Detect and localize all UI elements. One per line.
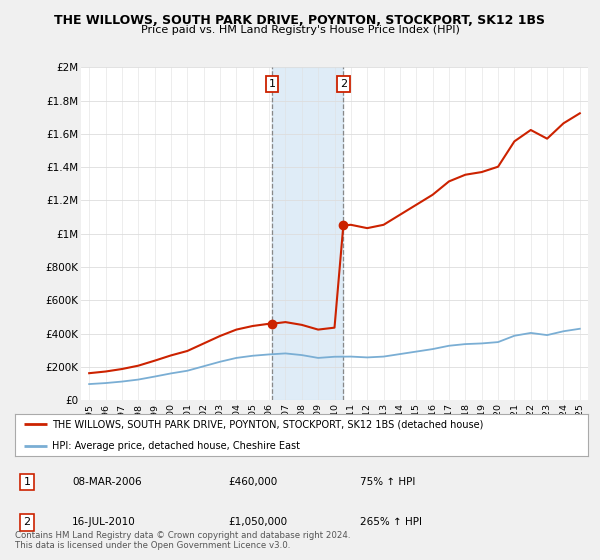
Text: Price paid vs. HM Land Registry's House Price Index (HPI): Price paid vs. HM Land Registry's House … xyxy=(140,25,460,35)
Bar xyxy=(272,67,343,400)
Text: 16-JUL-2010: 16-JUL-2010 xyxy=(72,517,136,528)
Text: THE WILLOWS, SOUTH PARK DRIVE, POYNTON, STOCKPORT, SK12 1BS: THE WILLOWS, SOUTH PARK DRIVE, POYNTON, … xyxy=(55,14,545,27)
Text: 2: 2 xyxy=(23,517,31,528)
Text: 2: 2 xyxy=(340,79,347,89)
Text: 08-MAR-2006: 08-MAR-2006 xyxy=(72,477,142,487)
Text: £1,050,000: £1,050,000 xyxy=(228,517,287,528)
Text: Contains HM Land Registry data © Crown copyright and database right 2024.
This d: Contains HM Land Registry data © Crown c… xyxy=(15,530,350,550)
Text: 1: 1 xyxy=(269,79,275,89)
Text: 1: 1 xyxy=(23,477,31,487)
Text: 265% ↑ HPI: 265% ↑ HPI xyxy=(360,517,422,528)
Text: 75% ↑ HPI: 75% ↑ HPI xyxy=(360,477,415,487)
Text: £460,000: £460,000 xyxy=(228,477,277,487)
Text: THE WILLOWS, SOUTH PARK DRIVE, POYNTON, STOCKPORT, SK12 1BS (detached house): THE WILLOWS, SOUTH PARK DRIVE, POYNTON, … xyxy=(52,419,484,430)
Text: HPI: Average price, detached house, Cheshire East: HPI: Average price, detached house, Ches… xyxy=(52,441,300,451)
